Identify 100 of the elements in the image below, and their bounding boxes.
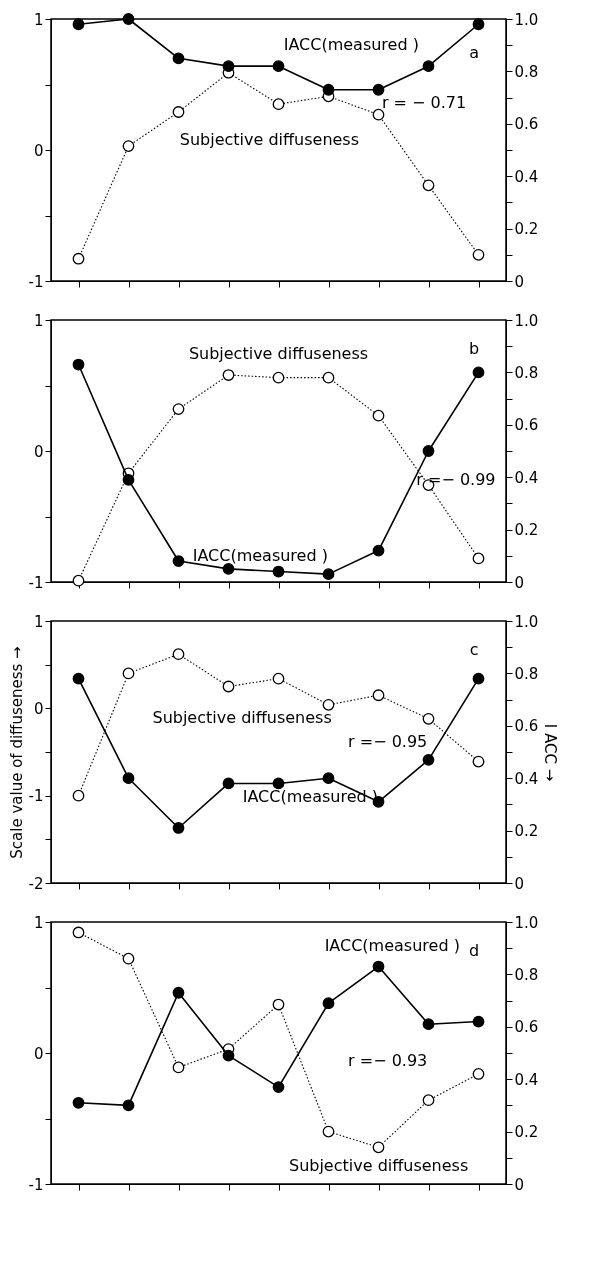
y2-tick-label: 0.6 [514,717,539,736]
y2-tick-label: 0 [514,1175,525,1194]
y-tick-label: 0 [33,141,44,160]
point [372,83,385,96]
series-label: Subjective diffuseness [152,707,332,727]
annotation: r = − 0.71 [381,92,467,112]
point [422,1094,435,1107]
point [472,18,485,31]
point [222,563,235,575]
point [322,997,335,1010]
y-tick-label: 1 [33,311,44,330]
y2-tick-label: 1.0 [514,612,539,631]
y-tick-label: -1 [28,1175,44,1194]
point [322,371,335,384]
annotation: r =− 0.93 [348,1050,428,1070]
y2-tick-label: 0.4 [514,1070,539,1089]
point [472,248,485,261]
y2-tick-label: 0.2 [514,220,539,239]
point [472,755,485,768]
y2-tick-label: 0.2 [514,521,539,540]
point [372,1141,385,1154]
point [172,403,185,415]
annotation: r =− 0.95 [348,731,428,751]
point [472,1015,485,1028]
point [272,672,285,685]
point [72,672,85,685]
point [272,565,285,578]
point [172,648,185,661]
series-label: IACC(measured ) [192,545,328,565]
point [122,473,135,486]
y-tick-label: 1 [33,913,44,932]
point [372,544,385,557]
annotation: c [469,639,479,659]
y-tick-label: 0 [33,442,44,461]
y-tick-label: 0 [33,1044,44,1063]
point [322,698,335,711]
y-tick-label: -1 [28,272,44,291]
y2-axis-title: I ACC → [541,723,560,782]
point [372,409,385,422]
y2-tick-label: 0.6 [514,115,539,134]
point [222,680,235,693]
y2-tick-label: 0.8 [514,965,539,984]
point [222,1049,235,1062]
y2-tick-label: 0.4 [514,468,539,487]
point [472,552,485,565]
point [122,952,135,965]
series-label: Subjective diffuseness [179,129,360,149]
point [372,689,385,702]
point [222,777,235,790]
y-tick-label: -2 [28,874,44,893]
y2-tick-label: 0.8 [514,62,539,81]
point [172,986,185,999]
series-label: Subjective diffuseness [188,344,369,364]
point [372,960,385,973]
y-axis-title: Scale value of diffuseness → [7,646,26,859]
y2-tick-label: 0.6 [514,1018,539,1037]
y2-tick-label: 1.0 [514,913,539,932]
point [472,1068,485,1080]
series-label: Subjective diffuseness [288,1155,469,1175]
y2-tick-label: 0.8 [514,363,539,382]
point [172,822,185,834]
point [122,140,135,152]
point [272,777,285,790]
y2-tick-label: 0 [514,272,525,291]
point [122,667,135,680]
point [422,1018,435,1031]
point [72,926,85,939]
y2-tick-label: 0 [514,874,525,893]
point [172,555,185,567]
series-label: IACC(measured ) [283,35,419,55]
annotation: d [469,940,480,960]
annotation: r =− 0.99 [416,469,496,489]
point [122,1099,135,1112]
point [322,772,335,785]
y2-tick-label: 0.4 [514,167,539,186]
annotation: b [469,338,480,358]
point [272,1081,285,1093]
y2-tick-label: 0.6 [514,416,539,435]
point [272,371,285,384]
y2-tick-label: 0.2 [514,1123,539,1142]
point [222,60,235,73]
point [172,106,185,118]
point [172,1061,185,1074]
point [172,52,185,65]
point [72,358,85,371]
y2-tick-label: 0.4 [514,769,539,788]
point [472,366,485,379]
y2-tick-label: 0 [514,573,525,592]
point [422,753,435,766]
y2-tick-label: 0.8 [514,664,539,683]
y-tick-label: -1 [28,787,44,806]
point [372,108,385,121]
y-tick-label: 1 [33,612,44,631]
point [272,998,285,1011]
point [72,18,85,31]
point [122,13,135,25]
point [422,712,435,725]
point [422,445,435,457]
point [272,98,285,111]
y2-tick-label: 1.0 [514,311,539,330]
